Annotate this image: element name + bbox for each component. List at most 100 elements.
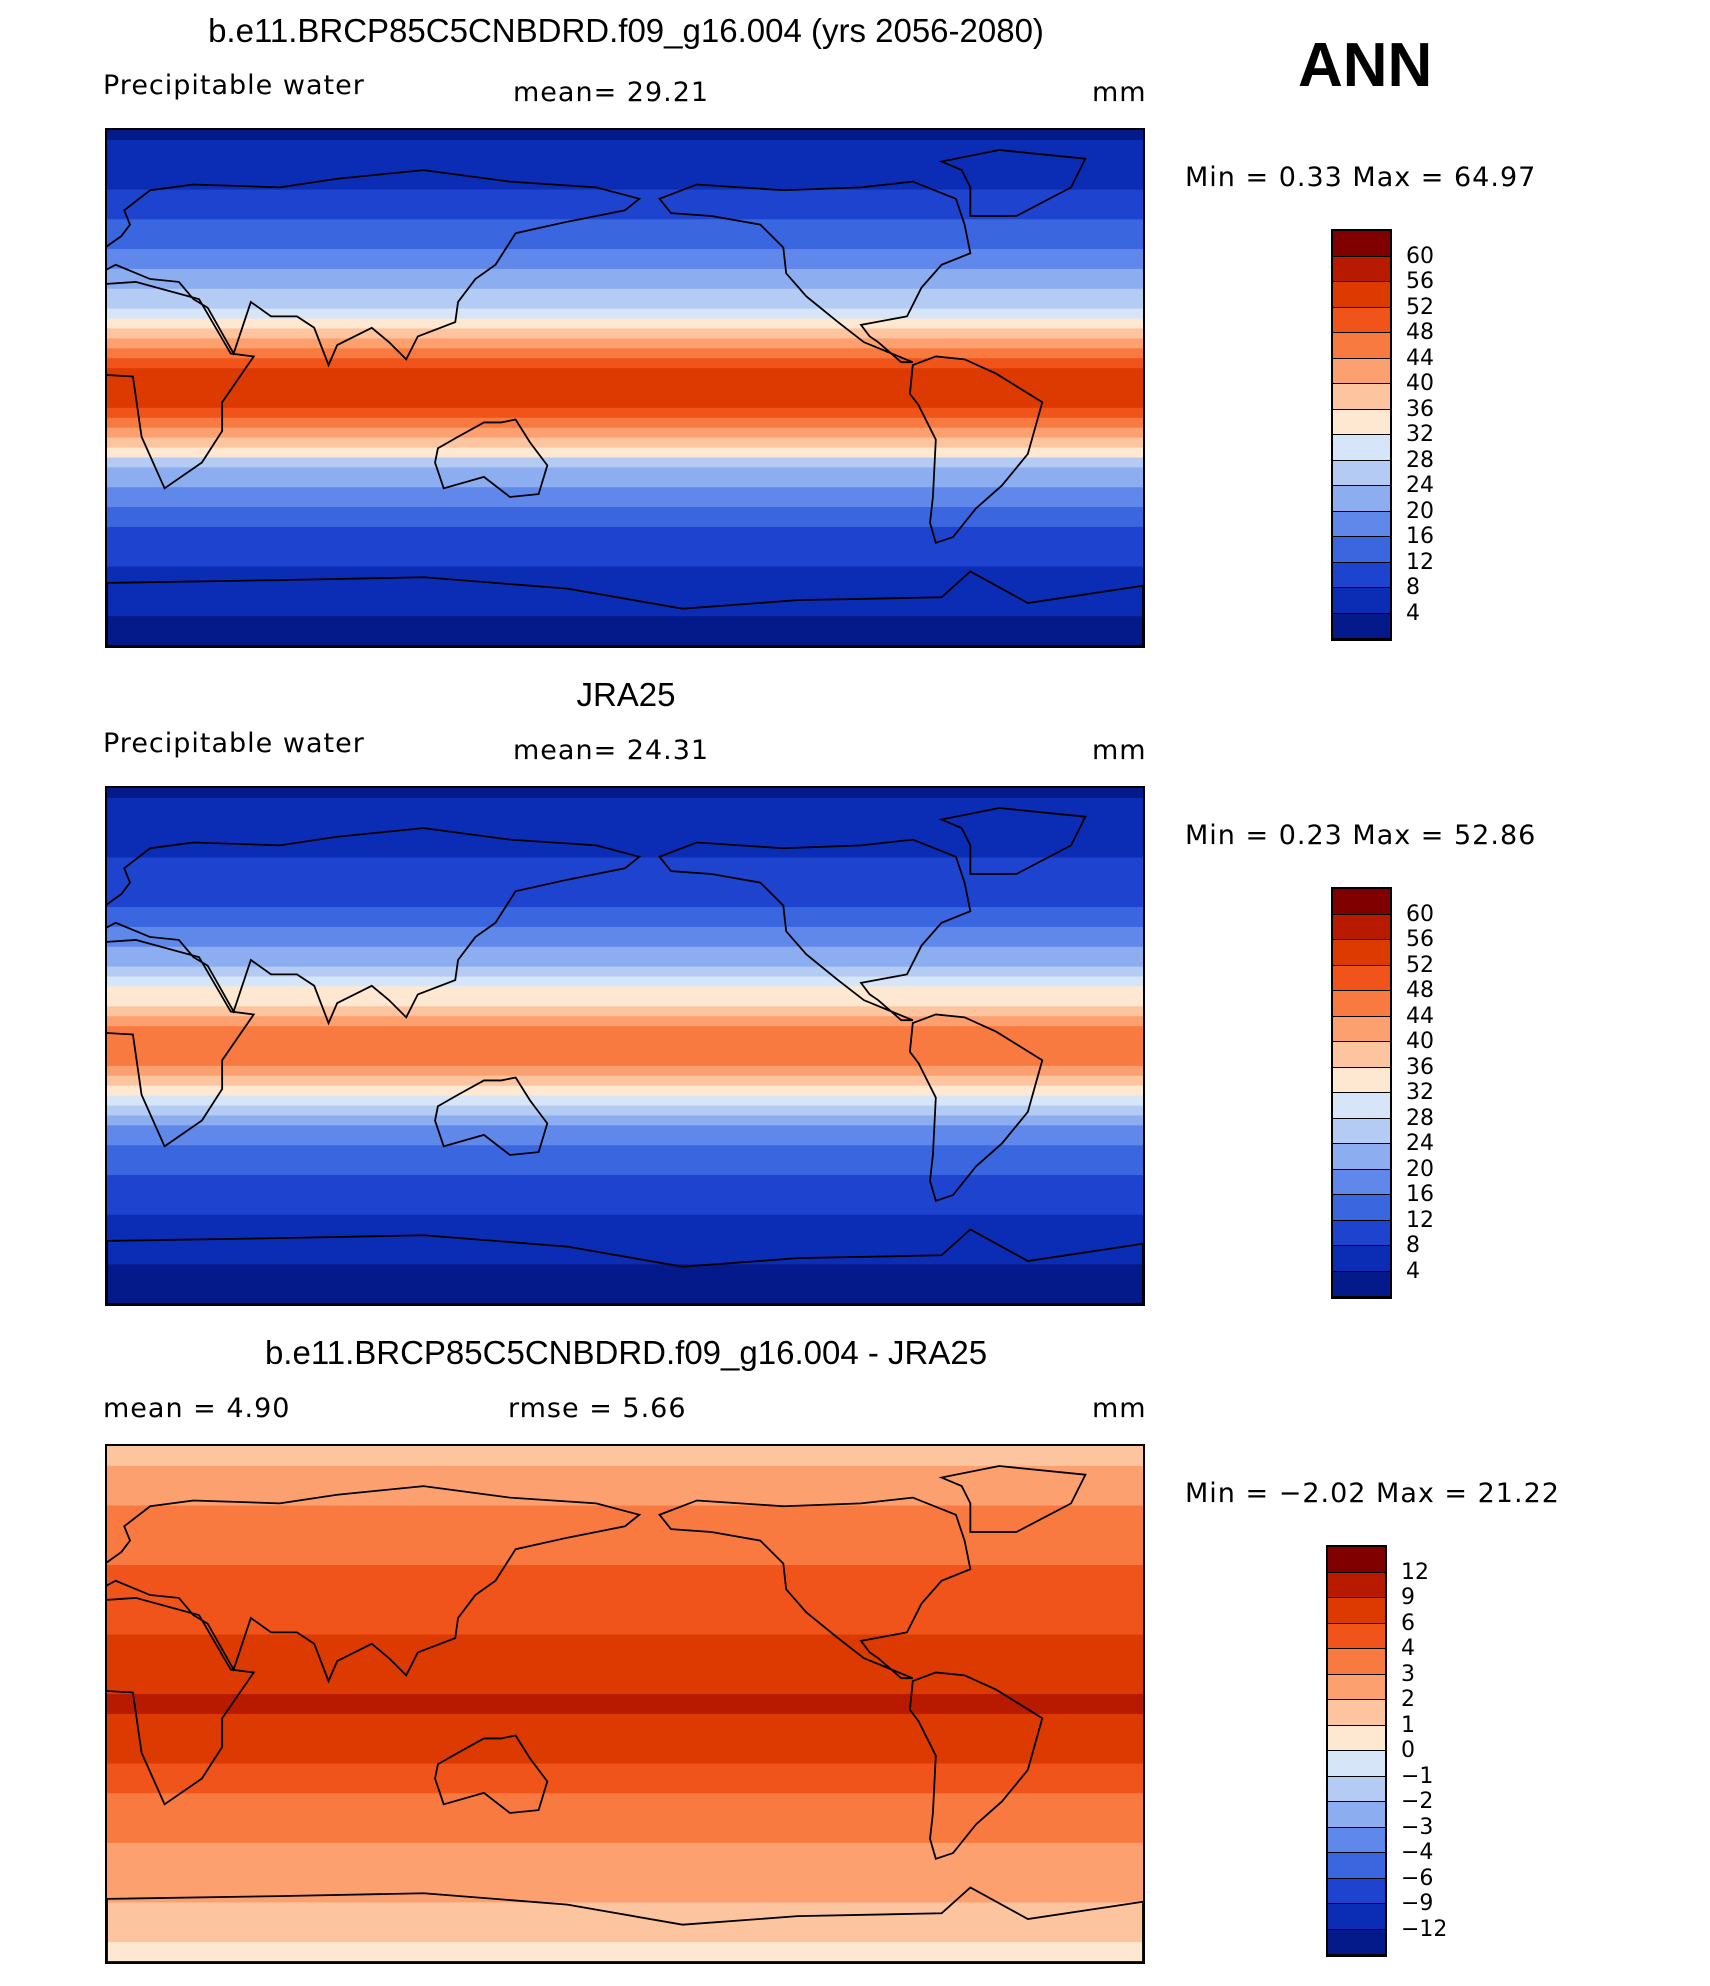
contour-band [107, 249, 1143, 260]
contour-band [107, 606, 1143, 617]
contour-band [107, 1475, 1143, 1487]
contour-band [107, 1803, 1143, 1814]
coastline [908, 1013, 1044, 1202]
mean-label: mean= 24.31 [513, 735, 710, 766]
colorbar-tick-label: 9 [1401, 1585, 1415, 1610]
contour-band [107, 1075, 1143, 1087]
contour-band [107, 1723, 1143, 1735]
contour-band [107, 1694, 1143, 1705]
contour-band [107, 817, 1143, 829]
contour-band [107, 1145, 1143, 1156]
colorbar-tick-label: 40 [1406, 1029, 1434, 1054]
colorbar-box [1328, 1827, 1385, 1853]
colorbar-tick-label: 52 [1406, 952, 1434, 978]
units-label: mm [1092, 1393, 1147, 1424]
coastline [908, 355, 1044, 544]
contour-band [107, 497, 1143, 508]
colorbar-box [1328, 1802, 1385, 1828]
coastline [434, 1076, 549, 1156]
contour-band [107, 209, 1143, 220]
contour-band [107, 169, 1143, 181]
contour-band [107, 887, 1143, 898]
panel-title: b.e11.BRCP85C5CNBDRD.f09_g16.004 (yrs 20… [208, 12, 1044, 49]
coastline [107, 1597, 256, 1806]
colorbar-box [1333, 358, 1390, 384]
colorbar-tick-label: 24 [1406, 1131, 1434, 1156]
contour-band [107, 616, 1143, 627]
contour-band [107, 1446, 1143, 1457]
colorbar-box [1333, 1169, 1390, 1195]
coastline [107, 939, 256, 1148]
colorbar-tick-label: 28 [1406, 1105, 1434, 1131]
contour-band [107, 1065, 1143, 1077]
colorbar-tick-label: 56 [1406, 269, 1434, 294]
minmax-label: Min = −2.02 Max = 21.22 [1185, 1478, 1560, 1509]
colorbar-box [1333, 1093, 1390, 1119]
colorbar-tick-label: 24 [1406, 473, 1434, 498]
contour-band [107, 1485, 1143, 1497]
minmax-label: Min = 0.33 Max = 64.97 [1185, 162, 1537, 193]
contour-band [107, 139, 1143, 151]
colorbar-box [1333, 1246, 1390, 1272]
coastline [938, 807, 1087, 875]
contour-band [107, 1545, 1143, 1556]
contour-band [107, 1194, 1143, 1206]
contour-band [107, 1942, 1143, 1953]
contour-band [107, 1264, 1143, 1275]
contour-band [107, 1254, 1143, 1265]
colorbar-box [1333, 965, 1390, 991]
contour-band [107, 130, 1143, 141]
contour-band [107, 1674, 1143, 1685]
colorbar-box [1333, 1042, 1390, 1068]
colorbar-box [1328, 1572, 1385, 1598]
contour-band [107, 1294, 1143, 1304]
coastline [938, 1465, 1087, 1533]
colorbar-tick-label: 20 [1406, 498, 1434, 524]
colorbar-tick-label: 12 [1406, 1207, 1434, 1233]
contour-band [107, 229, 1143, 240]
coastline [107, 169, 642, 368]
contour-band [107, 1055, 1143, 1067]
contour-band [107, 956, 1143, 968]
contour-band [107, 1684, 1143, 1695]
colorbar-box [1333, 562, 1390, 588]
coastline [107, 281, 256, 490]
colorbar-box [1328, 1751, 1385, 1777]
contour-band [107, 1932, 1143, 1943]
colorbar-tick-label: 40 [1406, 371, 1434, 396]
colorbar-tick-label: 3 [1401, 1661, 1415, 1687]
contour-band [107, 259, 1143, 270]
contour-band [107, 546, 1143, 558]
colorbar-tick-label: 44 [1406, 345, 1434, 371]
colorbar-box [1328, 1904, 1385, 1930]
contour-band [107, 1455, 1143, 1467]
contour-band [107, 1175, 1143, 1186]
contour-band [107, 1125, 1143, 1136]
contour-band [107, 1922, 1143, 1933]
colorbar-tick-label: 2 [1401, 1687, 1415, 1712]
colorbar-box [1333, 256, 1390, 282]
colorbar-box [1333, 460, 1390, 486]
contour-band [107, 298, 1143, 310]
contour-band [107, 566, 1143, 578]
contour-band [107, 1704, 1143, 1715]
contour-band [107, 378, 1143, 389]
contour-band [107, 1555, 1143, 1566]
contour-band [107, 1214, 1143, 1226]
contour-band [107, 1644, 1143, 1655]
contour-band [107, 1763, 1143, 1775]
panel-diff: b.e11.BRCP85C5CNBDRD.f09_g16.004 - JRA25… [0, 1316, 1710, 1976]
contour-band [107, 149, 1143, 161]
colorbar-tick-label: −6 [1401, 1865, 1434, 1891]
map-svg [107, 130, 1143, 646]
contour-band [107, 536, 1143, 548]
contour-band [107, 1575, 1143, 1586]
colorbar-tick-label: 36 [1406, 396, 1434, 422]
contour-band [107, 857, 1143, 868]
colorbar-box [1328, 1623, 1385, 1649]
units-label: mm [1092, 77, 1147, 108]
contour-band [107, 1036, 1143, 1047]
contour-band [107, 1624, 1143, 1636]
colorbar-tick-label: 56 [1406, 927, 1434, 952]
contour-band [107, 1165, 1143, 1176]
